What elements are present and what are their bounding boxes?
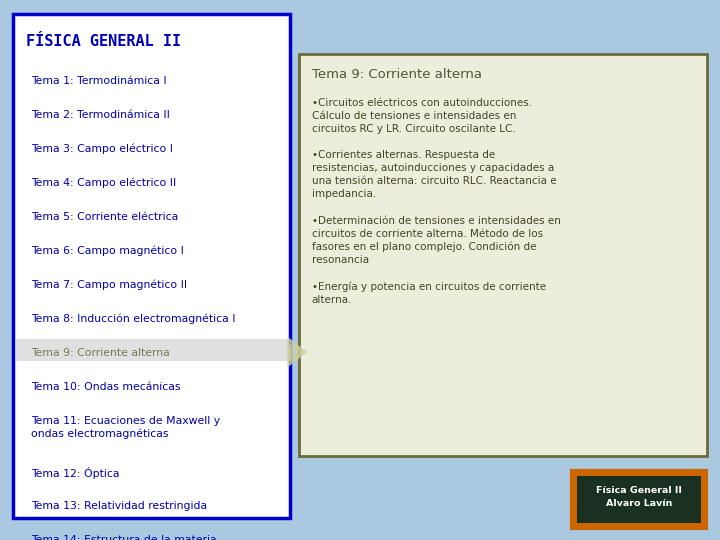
Text: Tema 8: Inducción electromagnética I: Tema 8: Inducción electromagnética I: [31, 314, 235, 324]
FancyBboxPatch shape: [572, 471, 706, 528]
Text: Tema 1: Termodinámica I: Tema 1: Termodinámica I: [31, 76, 166, 86]
Text: •Determinación de tensiones e intensidades en
circuitos de corriente alterna. Mé: •Determinación de tensiones e intensidad…: [312, 216, 561, 265]
Text: Física General II
Alvaro Lavín: Física General II Alvaro Lavín: [596, 486, 682, 508]
Text: Tema 11: Ecuaciones de Maxwell y
ondas electromagnéticas: Tema 11: Ecuaciones de Maxwell y ondas e…: [31, 416, 220, 439]
Text: FÍSICA GENERAL II: FÍSICA GENERAL II: [26, 34, 181, 49]
Text: •Energía y potencia en circuitos de corriente
alterna.: •Energía y potencia en circuitos de corr…: [312, 282, 546, 305]
Text: Tema 9: Corriente alterna: Tema 9: Corriente alterna: [312, 68, 482, 80]
Polygon shape: [288, 345, 290, 360]
Text: Tema 7: Campo magnético II: Tema 7: Campo magnético II: [31, 280, 187, 290]
Text: Tema 2: Termodinámica II: Tema 2: Termodinámica II: [31, 110, 170, 120]
FancyBboxPatch shape: [577, 476, 701, 523]
Text: Tema 12: Óptica: Tema 12: Óptica: [31, 467, 120, 479]
Text: Tema 3: Campo eléctrico I: Tema 3: Campo eléctrico I: [31, 144, 173, 154]
Text: Tema 6: Campo magnético I: Tema 6: Campo magnético I: [31, 246, 184, 256]
Polygon shape: [288, 338, 306, 366]
Text: Tema 5: Corriente eléctrica: Tema 5: Corriente eléctrica: [31, 212, 179, 222]
Text: Tema 14: Estructura de la materia: Tema 14: Estructura de la materia: [31, 535, 217, 540]
Text: Tema 4: Campo eléctrico II: Tema 4: Campo eléctrico II: [31, 178, 176, 188]
Text: Tema 9: Corriente alterna: Tema 9: Corriente alterna: [31, 348, 170, 358]
FancyBboxPatch shape: [299, 54, 707, 456]
Text: Tema 10: Ondas mecánicas: Tema 10: Ondas mecánicas: [31, 382, 181, 392]
FancyBboxPatch shape: [13, 14, 290, 518]
FancyBboxPatch shape: [15, 339, 288, 361]
Text: Tema 13: Relatividad restringida: Tema 13: Relatividad restringida: [31, 501, 207, 511]
Text: •Corrientes alternas. Respuesta de
resistencias, autoinducciones y capacidades a: •Corrientes alternas. Respuesta de resis…: [312, 150, 557, 199]
Text: •Circuitos eléctricos con autoinducciones.
Cálculo de tensiones e intensidades e: •Circuitos eléctricos con autoinduccione…: [312, 98, 532, 134]
